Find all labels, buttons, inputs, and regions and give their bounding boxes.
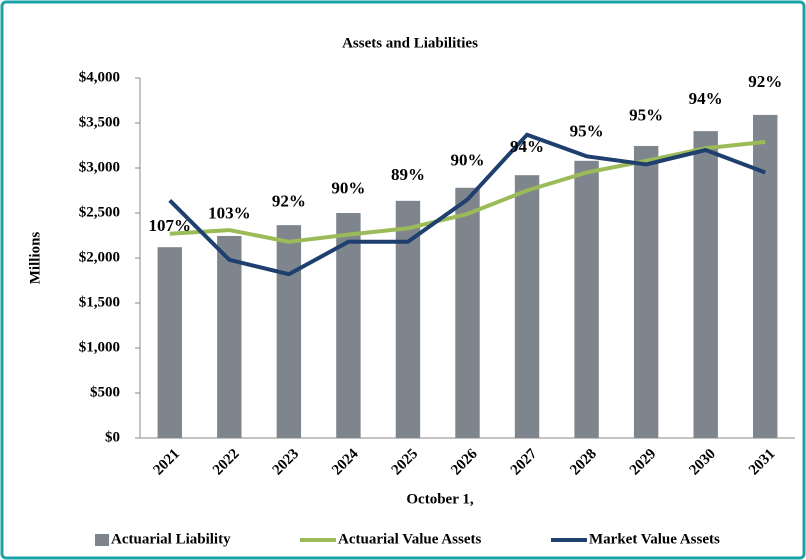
bar bbox=[514, 175, 540, 438]
legend-label: Actuarial Value Assets bbox=[338, 531, 482, 547]
bar bbox=[574, 160, 599, 439]
y-tick-label: $1,000 bbox=[79, 339, 120, 355]
bar bbox=[455, 187, 480, 438]
annotation: 92% bbox=[748, 72, 782, 91]
y-tick-label: $3,500 bbox=[79, 114, 120, 130]
annotation: 90% bbox=[331, 178, 365, 197]
bar bbox=[753, 114, 778, 439]
annotation: 103% bbox=[208, 204, 251, 223]
annotation: 94% bbox=[689, 89, 723, 108]
line bbox=[169, 139, 766, 244]
legend-swatch bbox=[95, 534, 109, 546]
annotation: 95% bbox=[570, 121, 604, 140]
annotation: 107% bbox=[149, 216, 192, 235]
y-tick-label: $1,500 bbox=[79, 294, 120, 310]
legend-label: Market Value Assets bbox=[589, 531, 720, 547]
y-axis-label: Millions bbox=[27, 232, 43, 285]
y-tick-label: $3,000 bbox=[79, 159, 120, 175]
y-tick-label: $0 bbox=[105, 429, 120, 445]
annotation: 94% bbox=[510, 137, 544, 156]
y-tick-label: $2,500 bbox=[79, 204, 120, 220]
annotation: 95% bbox=[629, 105, 663, 124]
bar bbox=[157, 247, 182, 438]
y-tick-label: $2,000 bbox=[79, 249, 120, 265]
annotation: 89% bbox=[391, 165, 425, 184]
legend-label: Actuarial Liability bbox=[111, 531, 231, 547]
y-tick-label: $500 bbox=[90, 384, 120, 400]
bar bbox=[633, 145, 659, 438]
annotation: 92% bbox=[272, 192, 306, 211]
line bbox=[168, 132, 766, 277]
annotation: 90% bbox=[451, 151, 485, 170]
y-tick-label: $4,000 bbox=[79, 69, 120, 85]
bar bbox=[693, 131, 718, 438]
chart-title: Assets and Liabilities bbox=[342, 35, 478, 51]
bar bbox=[276, 225, 302, 438]
x-axis-label: October 1, bbox=[406, 491, 473, 507]
bar bbox=[336, 213, 361, 438]
bar bbox=[217, 235, 242, 438]
